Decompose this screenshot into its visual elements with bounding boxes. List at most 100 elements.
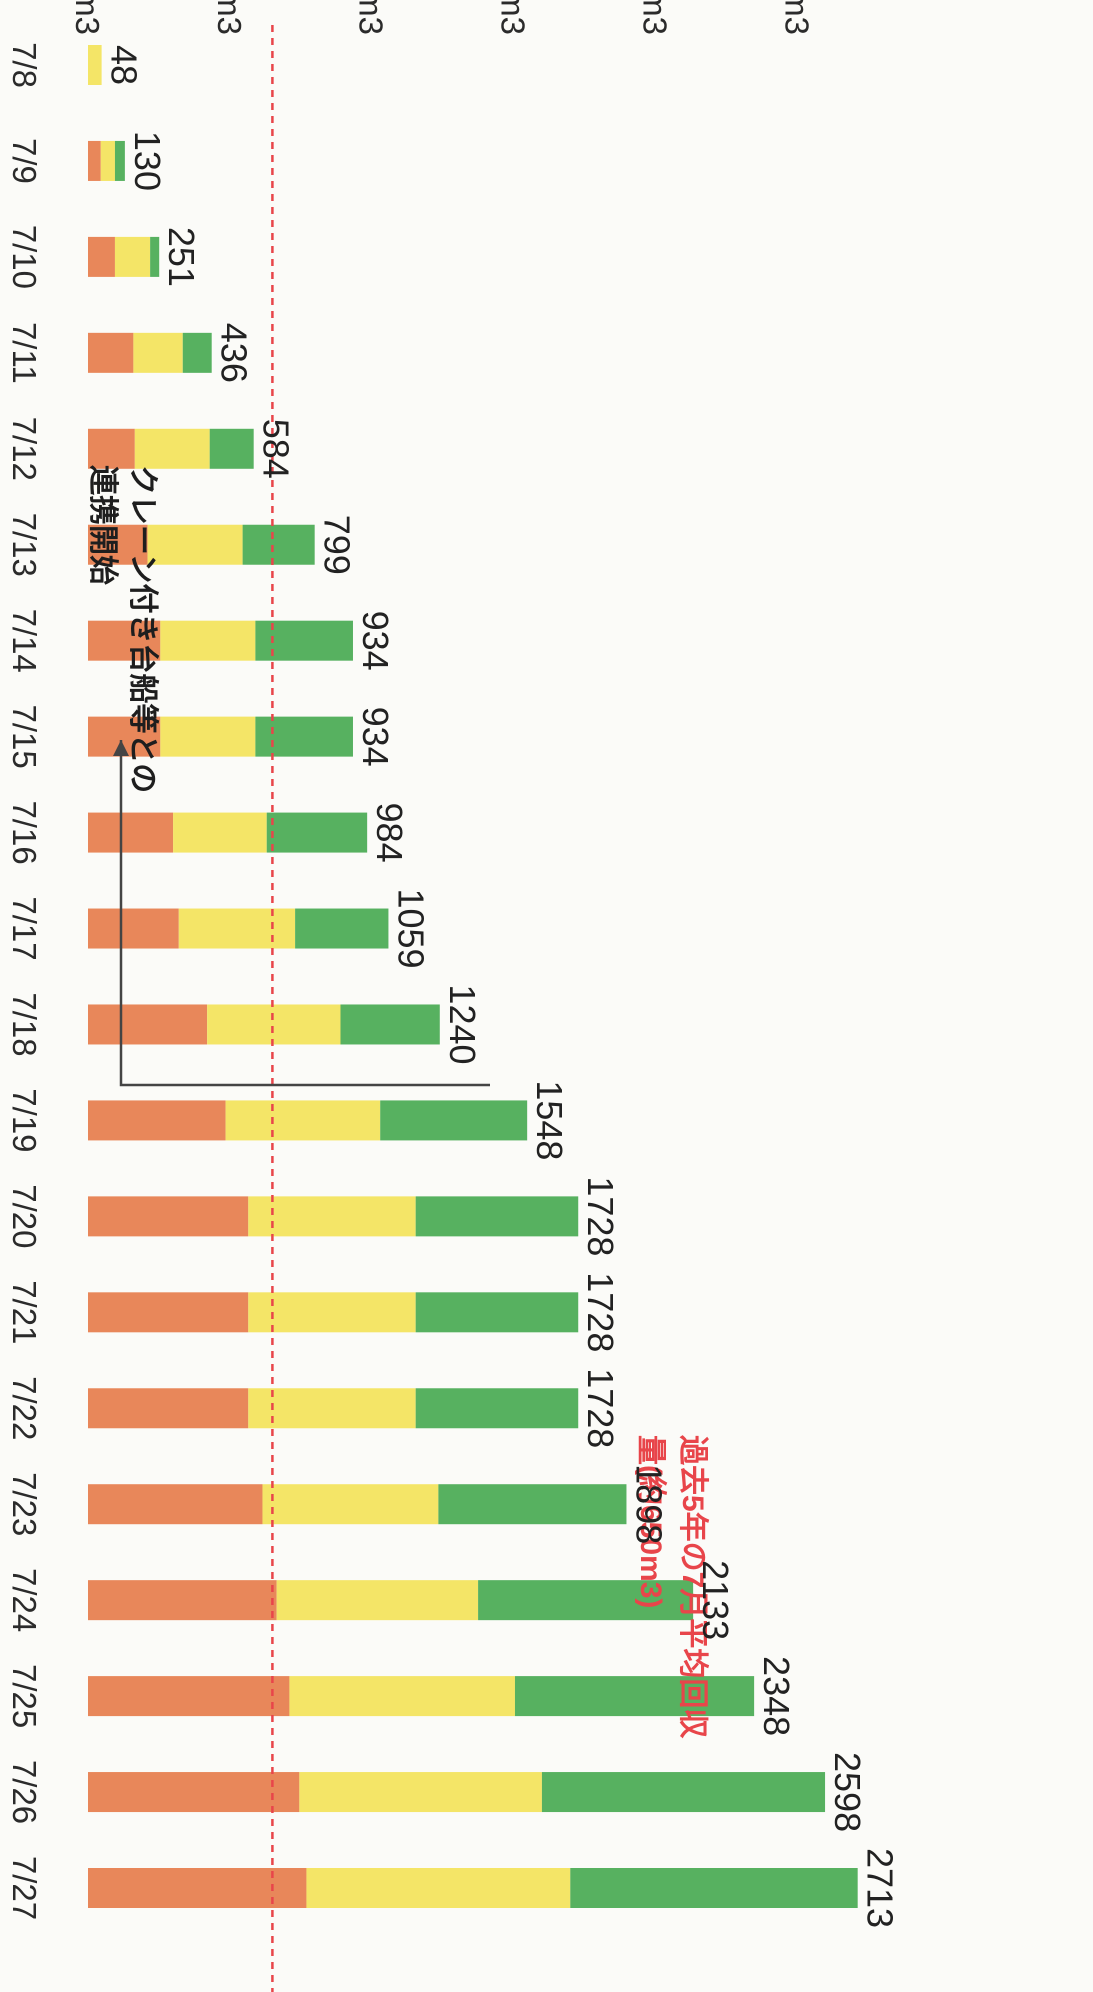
total-label: 48	[104, 45, 145, 85]
annotation-arrow	[119, 740, 490, 1087]
bar-segment	[88, 1484, 263, 1525]
total-label: 934	[355, 611, 396, 671]
bar-segment	[114, 236, 151, 277]
bar-segment	[276, 1580, 479, 1621]
x-tick-label: 7/20	[6, 1184, 43, 1248]
x-tick-label: 7/9	[6, 138, 43, 184]
y-tick-label: 500m3	[211, 0, 248, 35]
bar-segment	[299, 1772, 542, 1813]
bar-segment	[100, 140, 115, 181]
x-tick-label: 7/11	[6, 322, 43, 384]
bar-segment	[340, 1004, 440, 1045]
x-tick-label: 7/15	[6, 705, 43, 769]
x-tick-label: 7/13	[6, 513, 43, 577]
bar-segment	[150, 236, 160, 277]
bar-segment	[415, 1196, 579, 1237]
bar-segment	[306, 1868, 571, 1908]
total-label: 799	[317, 515, 358, 575]
bars-layer	[87, 45, 858, 1908]
x-tick-label: 7/23	[6, 1472, 43, 1536]
bar-segment	[225, 1100, 381, 1141]
total-label: 2598	[827, 1752, 868, 1832]
bar-segment	[160, 620, 256, 661]
x-tick-label: 7/26	[6, 1760, 43, 1824]
bar-segment	[570, 1868, 858, 1908]
bar-segment	[255, 716, 353, 757]
bar-segment	[478, 1580, 694, 1621]
annotation-line-2: 連携開始	[86, 465, 119, 585]
chart-plot: 過去5年の7月平均回収 量(約650m3) クレーン付き台船等との 連携開始 0…	[6, 0, 901, 1992]
bar-segment	[87, 1868, 307, 1908]
total-label: 1548	[529, 1080, 570, 1160]
bar-segment	[88, 716, 161, 757]
bar-segment	[248, 1196, 416, 1237]
total-label: 2133	[695, 1560, 736, 1640]
annotation-arrowhead	[113, 740, 129, 756]
bar-segment	[134, 428, 210, 469]
total-label: 130	[127, 131, 168, 191]
x-tick-label: 7/19	[6, 1088, 43, 1152]
bar-segment	[173, 812, 267, 853]
bar-segment	[207, 1004, 341, 1045]
bar-segment	[87, 812, 174, 853]
bar-segment	[380, 1100, 528, 1141]
x-tick-label: 7/24	[6, 1568, 43, 1632]
total-label: 1728	[580, 1272, 621, 1352]
bar-segment	[182, 332, 212, 373]
annotation-group: クレーン付き台船等との 連携開始	[86, 465, 490, 1087]
bar-segment	[178, 908, 296, 949]
bar-segment	[248, 1292, 416, 1333]
total-label: 2348	[756, 1656, 797, 1736]
bar-segment	[438, 1484, 627, 1525]
x-tick-label: 7/27	[6, 1856, 43, 1920]
total-label: 984	[369, 803, 410, 863]
totals-layer: 4813025143658479993493498410591240154817…	[104, 45, 901, 1928]
total-label: 1059	[390, 888, 431, 968]
y-tick-label: 1500m3	[495, 0, 532, 35]
annotation-line-1: クレーン付き台船等との	[126, 465, 160, 793]
y-tick-label: 1000m3	[353, 0, 390, 35]
bar-segment	[88, 1580, 277, 1621]
bar-segment	[88, 524, 148, 565]
bar-segment	[415, 1388, 579, 1429]
bar-segment	[88, 1292, 249, 1333]
bar-segment	[87, 140, 101, 181]
x-tick-label: 7/18	[6, 992, 43, 1056]
bar-segment	[541, 1772, 826, 1813]
bar-segment	[87, 1100, 226, 1141]
y-tick-label: 0m3	[69, 0, 106, 35]
x-tick-label: 7/22	[6, 1376, 43, 1440]
total-label: 2713	[860, 1848, 901, 1928]
reference-label-line-2: 量(約650m3)	[634, 1435, 667, 1608]
bar-segment	[87, 1004, 208, 1045]
total-label: 934	[355, 707, 396, 767]
bar-segment	[87, 236, 115, 277]
bar-segment	[415, 1292, 579, 1333]
y-tick-label: 2500m3	[778, 0, 815, 35]
bar-segment	[88, 1388, 249, 1429]
bar-segment	[147, 524, 243, 565]
bar-segment	[289, 1676, 515, 1717]
x-tick-label: 7/25	[6, 1664, 43, 1728]
x-tick-label: 7/21	[6, 1280, 43, 1344]
bar-segment	[88, 908, 179, 949]
bar-segment	[114, 140, 125, 181]
bar-segment	[262, 1484, 439, 1525]
bar-segment	[88, 1772, 300, 1813]
y-tick-label: 2000m3	[636, 0, 673, 35]
x-tick-label: 7/10	[6, 225, 43, 289]
bar-segment	[88, 45, 102, 85]
x-tick-label: 7/14	[6, 609, 43, 673]
x-tick-label: 7/17	[6, 896, 43, 960]
bar-segment	[160, 716, 256, 757]
reference-label-line-1: 過去5年の7月平均回収	[676, 1435, 709, 1739]
bar-segment	[87, 428, 135, 469]
bar-segment	[209, 428, 254, 469]
bar-segment	[88, 620, 161, 661]
total-label: 1728	[580, 1368, 621, 1448]
bar-segment	[514, 1676, 755, 1717]
bar-segment	[242, 524, 315, 565]
total-label: 1728	[580, 1176, 621, 1256]
bar-segment	[88, 1676, 290, 1717]
